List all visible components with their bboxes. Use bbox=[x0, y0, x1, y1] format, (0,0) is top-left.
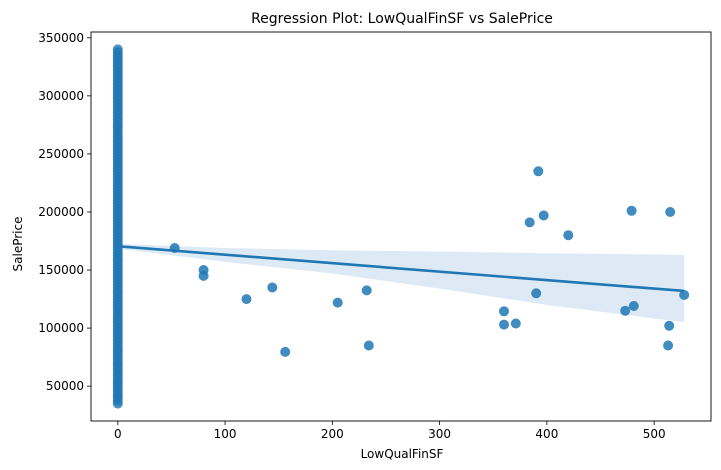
y-tick-label: 300000 bbox=[38, 89, 84, 103]
data-point bbox=[628, 301, 639, 311]
data-point bbox=[620, 305, 631, 316]
x-tick-label: 400 bbox=[535, 427, 558, 441]
data-point bbox=[280, 346, 291, 357]
data-point bbox=[679, 290, 690, 300]
data-point bbox=[241, 294, 252, 305]
data-point bbox=[524, 217, 535, 228]
plot-area bbox=[112, 44, 690, 409]
data-point bbox=[499, 306, 509, 317]
data-point bbox=[361, 285, 372, 296]
data-point bbox=[510, 318, 521, 329]
y-tick-label: 100000 bbox=[38, 321, 84, 335]
confidence-band bbox=[117, 243, 685, 323]
data-point bbox=[267, 282, 278, 293]
x-tick-label: 500 bbox=[643, 427, 666, 441]
axes: 0 100 200 300 400 500 50000 100000 150000 200000 2… bbox=[38, 31, 665, 441]
data-point bbox=[531, 288, 542, 299]
x-tick-label: 0 bbox=[114, 427, 122, 441]
data-point bbox=[563, 230, 574, 241]
x-axis-label: LowQualFinSF bbox=[361, 447, 444, 461]
y-tick-label: 150000 bbox=[38, 263, 84, 277]
y-axis-label: SalePrice bbox=[11, 217, 25, 272]
y-tick-label: 50000 bbox=[46, 379, 84, 393]
x-tick-label: 100 bbox=[214, 427, 237, 441]
data-point bbox=[198, 270, 209, 281]
y-tick-label: 250000 bbox=[38, 147, 84, 161]
data-point bbox=[663, 340, 674, 351]
data-point bbox=[538, 210, 549, 221]
data-point bbox=[664, 320, 675, 331]
data-point bbox=[499, 319, 509, 330]
data-point bbox=[665, 207, 676, 217]
data-point bbox=[533, 166, 544, 177]
x-tick-label: 200 bbox=[321, 427, 344, 441]
data-point bbox=[363, 340, 374, 351]
data-point bbox=[112, 44, 123, 55]
chart-title: Regression Plot: LowQualFinSF vs SalePri… bbox=[251, 11, 553, 27]
data-point bbox=[169, 243, 180, 253]
data-point bbox=[332, 297, 343, 308]
y-tick-label: 350000 bbox=[38, 31, 84, 45]
y-tick-label: 200000 bbox=[38, 205, 84, 219]
regression-line bbox=[117, 244, 685, 293]
plot-frame bbox=[90, 31, 712, 422]
data-point bbox=[626, 205, 637, 216]
x-tick-label: 300 bbox=[428, 427, 451, 441]
